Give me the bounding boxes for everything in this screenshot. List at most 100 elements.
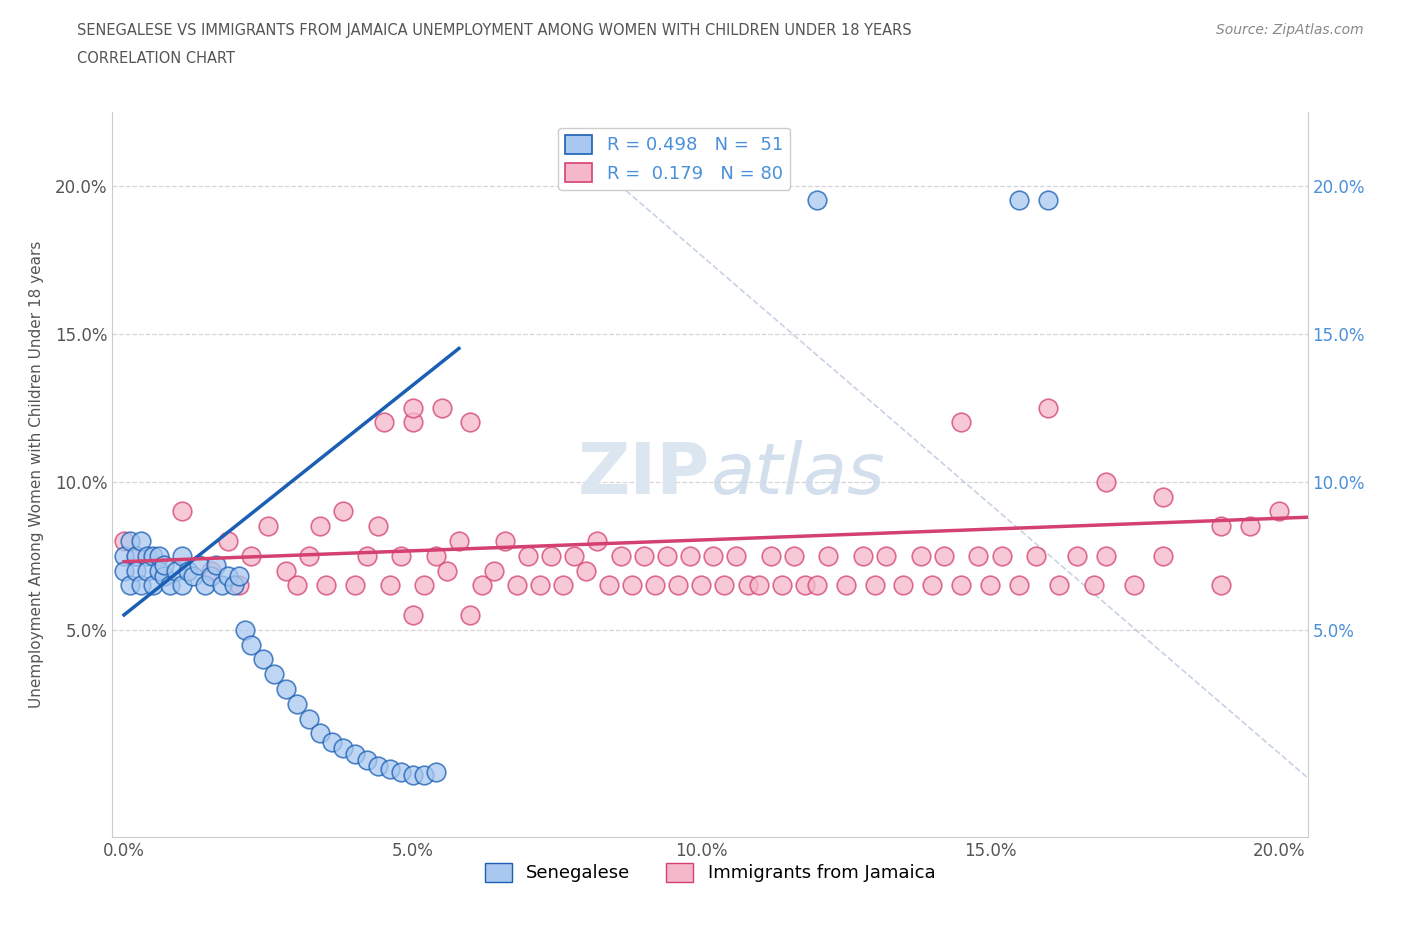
Point — [257, 519, 280, 534]
Point — [233, 622, 256, 637]
Text: atlas: atlas — [710, 440, 884, 509]
Point — [274, 563, 297, 578]
Point — [1066, 549, 1088, 564]
Point — [783, 549, 806, 564]
Point — [950, 578, 973, 592]
Point — [217, 534, 239, 549]
Point — [343, 578, 366, 592]
Point — [356, 752, 378, 767]
Point — [737, 578, 759, 592]
Point — [990, 549, 1012, 564]
Point — [332, 740, 354, 755]
Point — [425, 764, 447, 779]
Point — [413, 578, 436, 592]
Point — [285, 578, 308, 592]
Y-axis label: Unemployment Among Women with Children Under 18 years: Unemployment Among Women with Children U… — [30, 241, 44, 708]
Point — [690, 578, 713, 592]
Point — [644, 578, 666, 592]
Point — [1008, 578, 1031, 592]
Point — [586, 534, 609, 549]
Point — [863, 578, 886, 592]
Point — [332, 504, 354, 519]
Point — [817, 549, 839, 564]
Point — [806, 193, 828, 208]
Point — [430, 400, 453, 415]
Point — [702, 549, 724, 564]
Point — [540, 549, 562, 564]
Point — [655, 549, 678, 564]
Point — [112, 549, 135, 564]
Point — [551, 578, 574, 592]
Point — [240, 637, 263, 652]
Point — [564, 549, 586, 564]
Point — [494, 534, 516, 549]
Point — [402, 607, 425, 622]
Point — [505, 578, 527, 592]
Point — [921, 578, 943, 592]
Point — [298, 711, 321, 726]
Point — [124, 549, 146, 564]
Point — [1239, 519, 1261, 534]
Point — [529, 578, 551, 592]
Point — [1094, 474, 1116, 489]
Point — [389, 764, 412, 779]
Point — [159, 578, 181, 592]
Point — [834, 578, 856, 592]
Point — [263, 667, 285, 682]
Point — [112, 563, 135, 578]
Point — [148, 563, 170, 578]
Point — [153, 557, 176, 572]
Point — [852, 549, 875, 564]
Point — [118, 578, 141, 592]
Point — [482, 563, 505, 578]
Point — [165, 563, 187, 578]
Point — [136, 549, 159, 564]
Point — [217, 569, 239, 584]
Point — [1094, 549, 1116, 564]
Point — [425, 549, 447, 564]
Point — [1152, 489, 1174, 504]
Point — [252, 652, 274, 667]
Point — [1036, 193, 1059, 208]
Point — [770, 578, 793, 592]
Point — [176, 563, 198, 578]
Point — [794, 578, 817, 592]
Point — [343, 747, 366, 762]
Point — [402, 767, 425, 782]
Point — [298, 549, 321, 564]
Point — [142, 549, 165, 564]
Point — [621, 578, 644, 592]
Point — [118, 534, 141, 549]
Point — [447, 534, 470, 549]
Point — [124, 549, 146, 564]
Point — [170, 549, 193, 564]
Point — [200, 569, 222, 584]
Point — [575, 563, 598, 578]
Point — [131, 578, 153, 592]
Legend: R = 0.498   N =  51, R =  0.179   N = 80: R = 0.498 N = 51, R = 0.179 N = 80 — [558, 128, 790, 190]
Point — [315, 578, 337, 592]
Point — [759, 549, 782, 564]
Point — [367, 759, 389, 774]
Point — [609, 549, 631, 564]
Point — [228, 569, 250, 584]
Point — [1123, 578, 1146, 592]
Point — [211, 578, 233, 592]
Point — [321, 735, 343, 750]
Point — [1152, 549, 1174, 564]
Point — [112, 534, 135, 549]
Point — [1008, 193, 1031, 208]
Point — [378, 762, 401, 777]
Point — [875, 549, 897, 564]
Point — [932, 549, 955, 564]
Point — [460, 415, 482, 430]
Point — [633, 549, 655, 564]
Point — [471, 578, 494, 592]
Point — [148, 549, 170, 564]
Point — [200, 563, 222, 578]
Point — [910, 549, 932, 564]
Point — [389, 549, 412, 564]
Point — [950, 415, 973, 430]
Point — [194, 578, 217, 592]
Point — [893, 578, 915, 592]
